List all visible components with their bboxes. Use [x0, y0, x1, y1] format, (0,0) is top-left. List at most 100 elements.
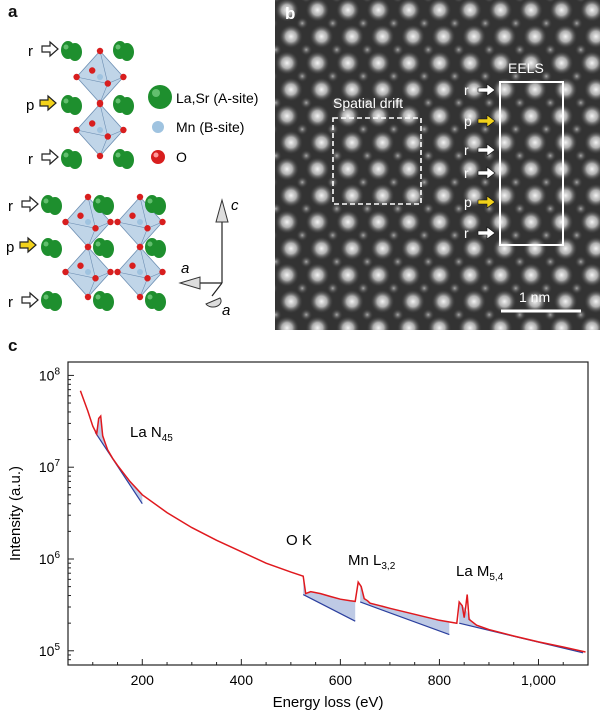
- atom-column-dim: [574, 255, 587, 268]
- atom-column-dim: [300, 43, 313, 56]
- atom-column: [549, 0, 574, 22]
- atom-column-dim: [509, 176, 522, 189]
- atom-column-dim: [448, 229, 461, 242]
- atom-column-dim: [391, 202, 404, 215]
- r-arrow-icon: [477, 226, 496, 240]
- atom-column: [366, 51, 391, 75]
- o-atom: [114, 268, 121, 276]
- o-atom: [62, 268, 69, 276]
- atom-column-dim: [275, 0, 281, 3]
- atom-column-dim: [275, 202, 282, 215]
- o-atom: [92, 275, 99, 282]
- atom-column-dim: [387, 282, 400, 295]
- annotation-o-k: O K: [286, 532, 312, 549]
- spectrum-series: [79, 390, 586, 653]
- atom-column: [584, 183, 600, 208]
- atom-column: [580, 316, 600, 330]
- atom-column-dim: [483, 255, 496, 268]
- o-atom: [136, 243, 144, 251]
- atom-column: [305, 104, 330, 128]
- atom-column: [523, 130, 547, 155]
- atom-column-dim: [513, 149, 526, 162]
- axis-a2-label: a: [222, 302, 230, 319]
- atom-column: [431, 24, 456, 49]
- atom-column-dim: [483, 149, 496, 162]
- atom-column: [279, 236, 303, 261]
- atom-column-dim: [357, 70, 370, 83]
- atom-column: [336, 263, 360, 287]
- atom-column-dim: [330, 96, 343, 109]
- atom-column: [370, 77, 395, 102]
- atom-column-dim: [540, 123, 553, 136]
- eels-chart-svg: 200 400 600 800 1,000 105 106 107 108 Energy lo…: [7, 361, 589, 711]
- atom-column-dim: [300, 202, 313, 215]
- atom-column: [458, 210, 482, 234]
- atom-column: [397, 210, 421, 234]
- atom-column: [549, 157, 574, 181]
- atom-column: [523, 77, 547, 102]
- mn-atom: [97, 127, 103, 133]
- row-label: r: [464, 142, 469, 158]
- o-atom: [73, 73, 80, 81]
- atom-column: [519, 263, 543, 287]
- atom-column: [370, 289, 395, 314]
- atom-column-dim: [513, 255, 526, 268]
- edge-signal-region: [360, 585, 450, 635]
- atom-column-dim: [391, 255, 404, 268]
- atom-column: [492, 130, 517, 155]
- mn-atom-icon: [152, 121, 164, 133]
- atom-column: [275, 263, 299, 287]
- la-sr-atom-icon: [148, 85, 172, 109]
- atom-column-dim: [570, 229, 583, 242]
- atom-column: [275, 104, 299, 128]
- atom-column: [279, 183, 303, 208]
- o-atom: [96, 100, 104, 108]
- atom-column: [275, 157, 299, 181]
- atom-column: [366, 104, 391, 128]
- x-tick-label: 200: [131, 672, 155, 688]
- spatial-drift-label: Spatial drift: [333, 95, 403, 111]
- r-arrow-icon: [477, 83, 496, 97]
- atom-column: [401, 183, 425, 208]
- atom-column: [305, 51, 330, 75]
- atom-column: [366, 157, 391, 181]
- atom-column: [549, 263, 574, 287]
- atom-column: [401, 24, 425, 49]
- atom-column: [370, 24, 395, 49]
- o-atom: [84, 193, 92, 201]
- axis-c-label: c: [231, 197, 239, 214]
- o-atom: [92, 225, 99, 232]
- atom-column-dim: [275, 230, 278, 241]
- atom-column-dim: [570, 282, 583, 295]
- atom-column: [492, 24, 517, 49]
- atom-column-dim: [387, 17, 400, 30]
- atom-column: [458, 0, 482, 22]
- o-atom: [96, 47, 104, 55]
- atom-column-dim: [275, 124, 278, 135]
- atom-column: [523, 236, 547, 261]
- panel-a-label: a: [8, 2, 18, 21]
- atom-column-dim: [296, 123, 309, 136]
- atom-column: [458, 263, 482, 287]
- o-atom: [77, 212, 84, 219]
- atom-column-dim: [326, 282, 339, 295]
- atom-column: [427, 210, 452, 234]
- o-atom: [89, 67, 96, 74]
- atom-column-dim: [296, 176, 309, 189]
- atom-column-dim: [275, 308, 282, 321]
- atom-column-dim: [574, 149, 587, 162]
- row-label: r: [464, 82, 469, 98]
- mn-atom: [137, 219, 143, 225]
- scale-bar-label: 1 nm: [519, 289, 550, 305]
- atom-column: [492, 236, 517, 261]
- atom-column: [309, 289, 334, 314]
- o-atom: [114, 218, 121, 226]
- atom-column-dim: [452, 202, 465, 215]
- atom-column: [340, 130, 364, 155]
- atom-column: [462, 77, 486, 102]
- layer-label-r-bottom-1: r: [8, 198, 13, 215]
- atom-column-dim: [418, 282, 431, 295]
- atom-column-dim: [483, 202, 496, 215]
- atom-column-dim: [422, 202, 435, 215]
- atom-column-dim: [570, 176, 583, 189]
